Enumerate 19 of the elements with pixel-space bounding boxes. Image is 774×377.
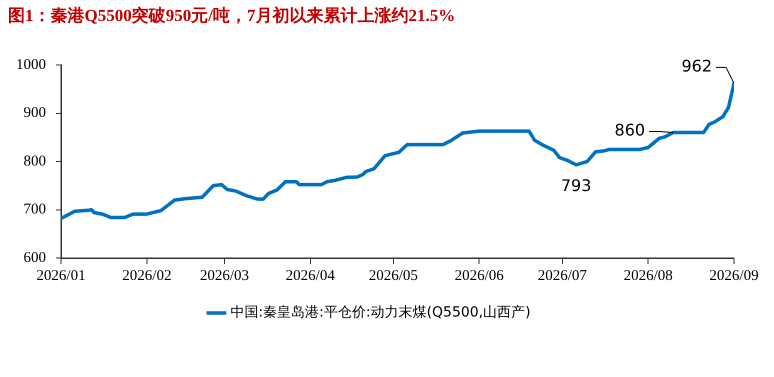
y-tick-label: 700 (24, 202, 46, 218)
x-tick-label: 2026/09 (709, 268, 759, 284)
x-tick-label: 2026/08 (624, 268, 673, 284)
x-tick-label: 2026/05 (368, 268, 418, 284)
legend-label: 中国:秦皇岛港:平仓价:动力末煤(Q5500,山西产) (230, 304, 531, 321)
y-tick-label: 800 (24, 153, 46, 170)
annotation: 962 (681, 56, 712, 76)
annotation: 793 (560, 176, 592, 196)
x-tick-label: 2026/03 (200, 268, 249, 284)
annotation: 860 (614, 120, 646, 140)
x-tick-label: 2026/07 (538, 268, 588, 284)
x-tick-label: 2026/04 (286, 268, 336, 284)
x-tick-label: 2026/01 (36, 268, 86, 284)
y-tick-label: 600 (24, 250, 46, 266)
x-tick-label: 2026/06 (454, 268, 504, 284)
x-tick-label: 2026/02 (122, 268, 172, 284)
chart-title: 图1：秦港Q5500突破950元/吨，7月初以来累计上涨约21.5% (8, 5, 456, 27)
y-tick-label: 1000 (16, 56, 46, 73)
y-tick-label: 900 (24, 105, 46, 122)
